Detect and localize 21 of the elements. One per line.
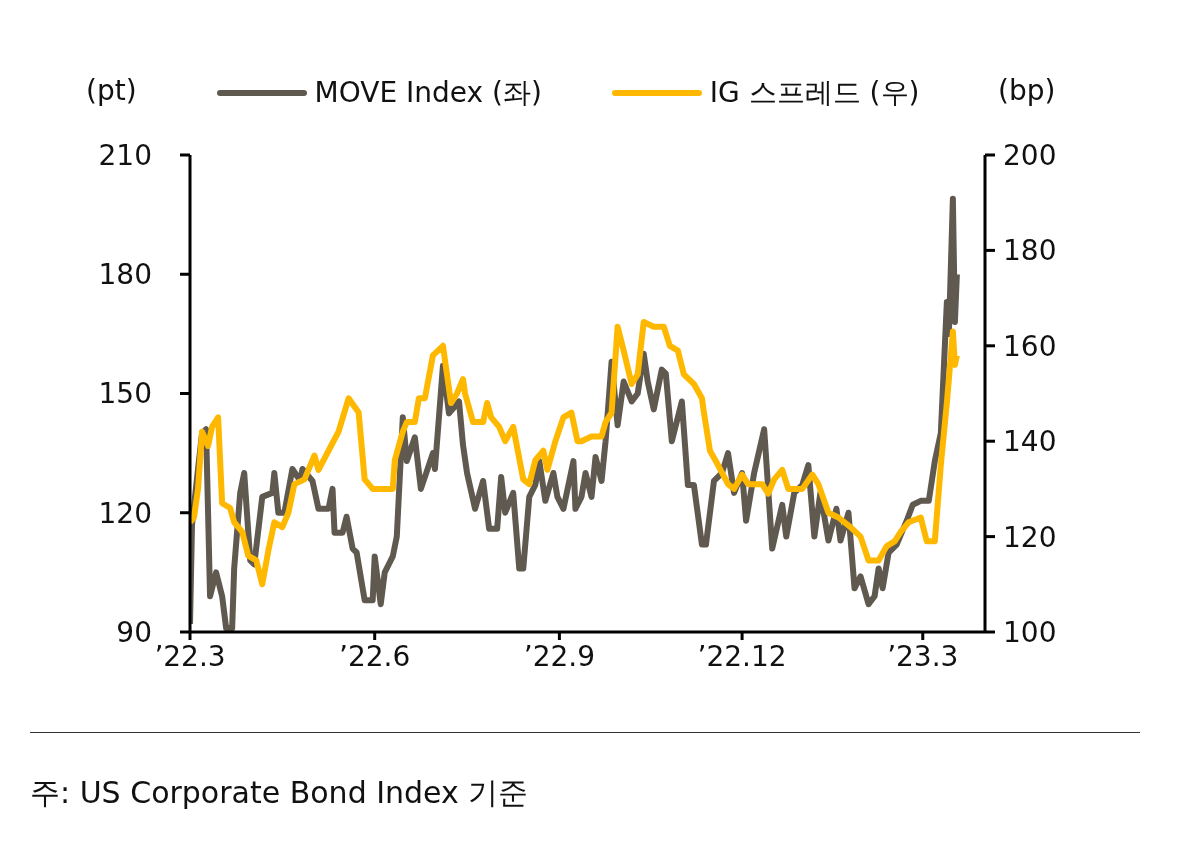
y2-tick-label: 200 bbox=[1003, 138, 1057, 172]
x-tick-label: ’22.3 bbox=[154, 639, 226, 673]
y2-tick-label: 140 bbox=[1003, 425, 1057, 459]
y-tick-label: 90 bbox=[116, 615, 152, 649]
legend-label: IG 스프레드 (우) bbox=[709, 75, 920, 111]
y-tick-label: 180 bbox=[98, 258, 152, 292]
y-tick-label: 150 bbox=[98, 377, 152, 411]
x-tick-label: ’23.3 bbox=[887, 639, 959, 673]
x-tick-label: ’22.6 bbox=[339, 639, 411, 673]
y2-tick-label: 100 bbox=[1003, 615, 1057, 649]
text: 주: US Corporate Bond Index 기준 bbox=[30, 774, 530, 812]
y2-tick-label: 160 bbox=[1003, 329, 1057, 363]
y-axis-title: (pt) bbox=[86, 74, 137, 107]
y-tick-label: 210 bbox=[98, 138, 152, 172]
x-tick-label: ’22.12 bbox=[697, 639, 787, 673]
legend-label: MOVE Index (좌) bbox=[314, 75, 542, 111]
y-tick-label: 120 bbox=[98, 496, 152, 530]
y2-tick-label: 180 bbox=[1003, 234, 1057, 268]
y2-tick-label: 120 bbox=[1003, 520, 1057, 554]
x-tick-label: ’22.9 bbox=[523, 639, 596, 673]
y2-axis-title: (bp) bbox=[998, 74, 1056, 107]
